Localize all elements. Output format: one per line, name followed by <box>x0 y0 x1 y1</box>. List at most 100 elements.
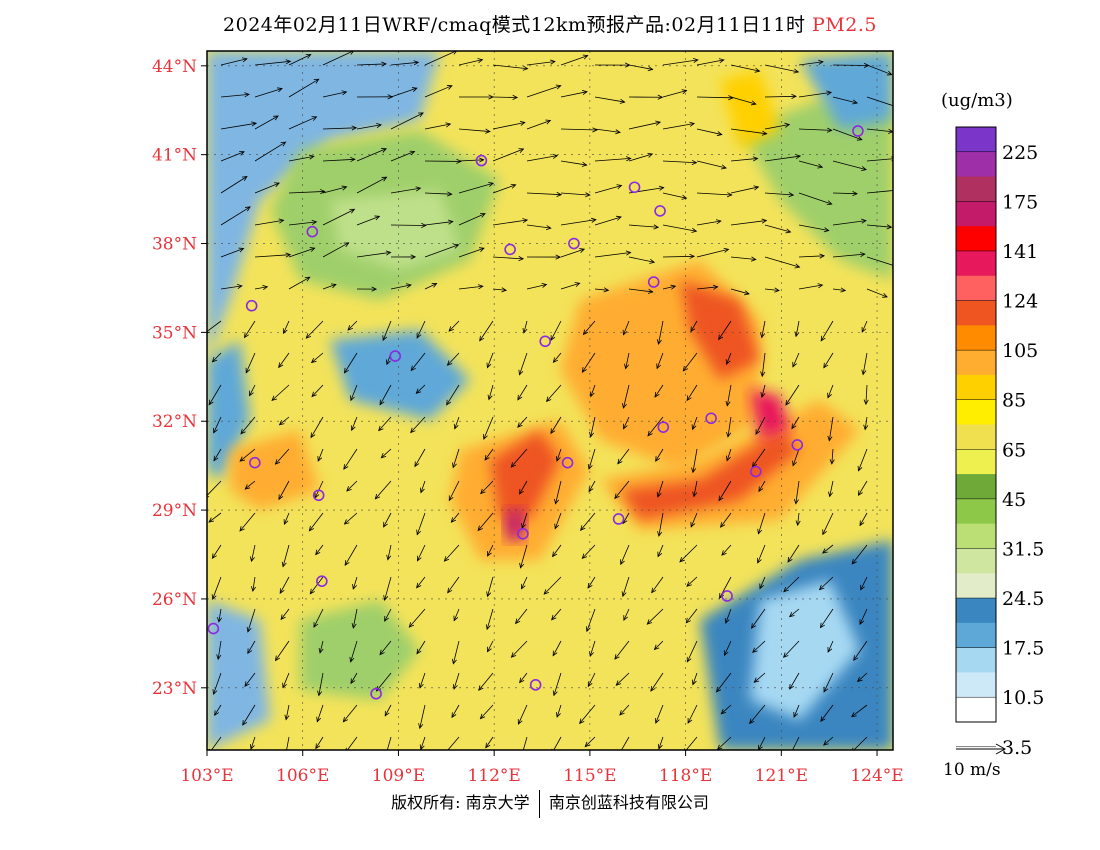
wind-arrow-head <box>374 493 381 500</box>
wind-arrow-head <box>285 59 292 65</box>
wind-arrow-head <box>827 435 833 442</box>
wind-arrow-head <box>715 219 722 225</box>
wind-arrow-shaft <box>623 384 630 409</box>
wind-arrow-head <box>478 157 485 163</box>
wind-arrow-shaft <box>686 384 698 401</box>
title-pollutant: PM2.5 <box>812 14 877 36</box>
wind-arrow-shaft <box>309 512 324 531</box>
wind-arrow-head <box>552 690 558 697</box>
wind-vectors <box>207 51 901 755</box>
wind-arrow-head <box>316 716 322 723</box>
wind-arrow-shaft <box>823 736 834 746</box>
wind-arrow-shaft <box>655 448 664 462</box>
wind-arrow-head <box>882 292 888 298</box>
wind-arrow-head <box>587 464 593 470</box>
wind-arrow-shaft <box>761 352 766 377</box>
wind-arrow-head <box>896 105 901 109</box>
lon-label: 112°E <box>467 766 520 786</box>
wind-arrow-head <box>484 454 490 461</box>
wind-arrow-shaft <box>851 544 868 565</box>
wind-arrow-head <box>446 360 453 366</box>
wind-arrow-shaft <box>424 244 459 258</box>
wind-arrow-head <box>647 288 654 294</box>
wind-arrow-shaft <box>322 284 337 290</box>
colorbar-label: 17.5 <box>1002 638 1044 660</box>
wind-arrow-head <box>787 556 793 563</box>
wind-arrow-shaft <box>478 672 494 691</box>
wind-arrow-shaft <box>486 608 494 630</box>
wind-arrow-shaft <box>822 512 834 535</box>
wind-arrow-head <box>416 529 422 536</box>
wind-arrow-head <box>446 191 453 197</box>
wind-arrow-shaft <box>587 672 596 687</box>
wind-arrow-shaft <box>344 512 358 525</box>
wind-arrow-shaft <box>447 736 460 750</box>
wind-arrow-head <box>521 583 526 590</box>
wind-arrow-head <box>241 57 248 63</box>
wind-arrow-head <box>650 685 656 692</box>
wind-arrow-head <box>658 185 665 191</box>
wind-arrow-shaft <box>487 352 494 368</box>
wind-arrow-head <box>743 290 750 296</box>
wind-arrow-shaft <box>487 544 494 557</box>
wind-arrow-shaft <box>798 284 823 290</box>
wind-arrow-shaft <box>492 288 507 291</box>
wind-arrow-shaft <box>832 253 865 258</box>
wind-arrow-shaft <box>379 640 392 655</box>
wind-arrow-shaft <box>753 672 766 683</box>
wind-arrow-head <box>691 227 698 233</box>
wind-arrow-head <box>477 525 483 532</box>
wind-arrow-head <box>305 333 312 339</box>
wind-arrow-shaft <box>827 640 834 653</box>
city-marker <box>539 335 552 348</box>
wind-arrow-head <box>712 284 719 290</box>
wind-arrow-shaft <box>764 224 791 233</box>
wind-arrow-shaft <box>254 141 286 162</box>
wind-arrow-head <box>443 750 448 755</box>
wind-arrow-shaft <box>582 544 596 559</box>
wind-arrow-shaft <box>798 255 825 258</box>
wind-arrow-shaft <box>797 512 800 526</box>
wind-arrow-head <box>691 424 697 431</box>
wind-arrow-head <box>343 464 349 470</box>
field-region-9 <box>740 100 893 280</box>
wind-arrow-shaft <box>692 672 698 685</box>
wind-arrow-shaft <box>317 448 324 462</box>
wind-arrow-head <box>311 391 317 398</box>
wind-arrow-shaft <box>764 95 796 98</box>
wind-arrow-shaft <box>587 576 596 589</box>
wind-arrow-shaft <box>384 704 392 717</box>
wind-arrow-shaft <box>594 96 625 103</box>
wind-arrow-head <box>621 403 627 409</box>
wind-arrow-head <box>271 395 277 401</box>
wind-arrow-head <box>657 743 663 750</box>
wind-arrow-shaft <box>480 480 494 494</box>
wind-arrow-shaft <box>614 480 630 499</box>
wind-arrow-head <box>822 529 827 536</box>
wind-arrow-head <box>614 493 620 500</box>
colorbar-label: 24.5 <box>1002 588 1044 610</box>
wind-arrow-head <box>861 218 867 224</box>
city-marker <box>316 575 328 587</box>
wind-arrow-shaft <box>617 448 630 465</box>
wind-arrow-head <box>313 78 320 84</box>
wind-arrow-shaft <box>658 736 664 749</box>
wind-arrow-shaft <box>692 448 698 473</box>
wind-arrow-head <box>691 159 698 166</box>
wind-arrow-shaft <box>390 87 417 98</box>
wind-arrow-head <box>485 742 491 749</box>
wind-arrow-head <box>344 560 350 566</box>
wind-arrow-shaft <box>783 576 800 592</box>
wind-arrow-shaft <box>752 640 766 653</box>
wind-arrow-head <box>692 57 699 63</box>
wind-arrow-head <box>309 247 316 252</box>
wind-arrow-shaft <box>419 672 426 689</box>
city-marker <box>749 465 762 478</box>
wind-arrow-shaft <box>657 544 664 557</box>
wind-arrow-head <box>620 559 625 566</box>
wind-arrow-shaft <box>730 220 767 226</box>
wind-arrow-head <box>453 615 459 622</box>
wind-arrow-head <box>590 217 597 223</box>
wind-arrow-shaft <box>662 59 698 66</box>
wind-arrow-shaft <box>560 282 580 290</box>
